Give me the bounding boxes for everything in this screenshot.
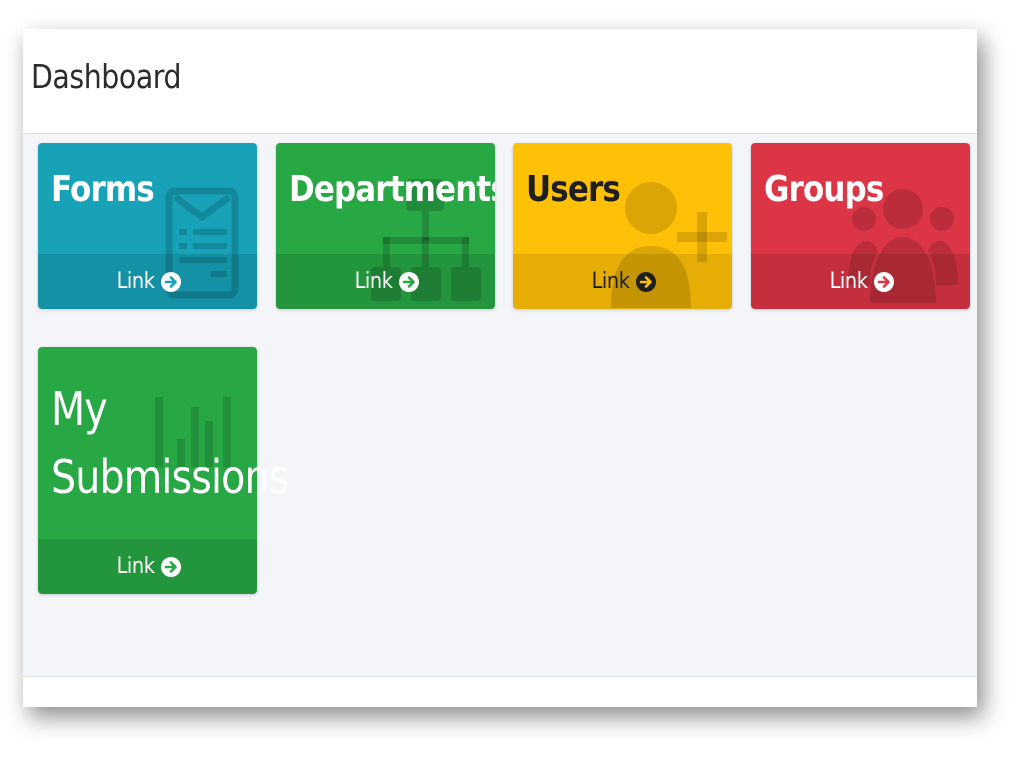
users-group-icon (848, 189, 958, 303)
page-title: Dashboard (31, 57, 182, 96)
card-forms[interactable]: Forms Link (38, 143, 257, 309)
card-my-submissions[interactable]: My Submissions Link (38, 347, 289, 594)
card-link-my-submissions[interactable]: Link (38, 539, 257, 594)
arrow-right-circle-icon (636, 271, 657, 292)
card-link-users[interactable]: Link (513, 254, 732, 309)
page-header: Dashboard (23, 29, 977, 134)
link-label: Link (829, 269, 868, 294)
form-icon (165, 187, 239, 299)
arrow-right-circle-icon (161, 271, 182, 292)
arrow-right-circle-icon (874, 271, 895, 292)
page-footer (23, 676, 977, 707)
link-label: Link (116, 554, 155, 579)
arrow-right-circle-icon (161, 556, 182, 577)
card-link-groups[interactable]: Link (751, 254, 970, 309)
dashboard-window: Dashboard Forms Link De (23, 29, 977, 707)
org-chart-icon (371, 179, 481, 301)
card-users[interactable]: Users Link (513, 143, 732, 309)
card-title-users: Users (526, 169, 621, 210)
card-departments[interactable]: Departments Link (276, 143, 495, 309)
arrow-right-circle-icon (399, 271, 420, 292)
card-title-forms: Forms (51, 169, 155, 210)
link-label: Link (116, 269, 155, 294)
card-title-departments: Departments (289, 169, 495, 210)
card-link-forms[interactable]: Link (38, 254, 257, 309)
bar-chart-icon (155, 397, 231, 467)
card-link-departments[interactable]: Link (276, 254, 495, 309)
link-label: Link (591, 269, 630, 294)
link-label: Link (354, 269, 393, 294)
card-title-my-submissions: My Submissions (51, 382, 289, 504)
card-title-groups: Groups (764, 169, 884, 210)
card-groups[interactable]: Groups Link (751, 143, 970, 309)
